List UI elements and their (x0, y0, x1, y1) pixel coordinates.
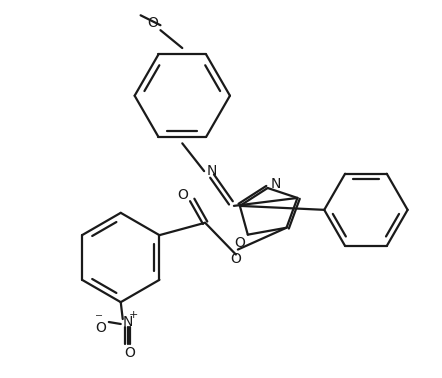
Text: O: O (234, 235, 245, 249)
Text: +: + (129, 310, 138, 320)
Text: O: O (124, 346, 135, 360)
Text: N: N (271, 177, 281, 191)
Text: ⁻: ⁻ (95, 311, 103, 327)
Text: O: O (147, 16, 158, 30)
Text: O: O (230, 253, 241, 266)
Text: N: N (122, 315, 133, 329)
Text: O: O (95, 321, 107, 335)
Text: O: O (177, 188, 188, 202)
Text: N: N (207, 164, 217, 178)
